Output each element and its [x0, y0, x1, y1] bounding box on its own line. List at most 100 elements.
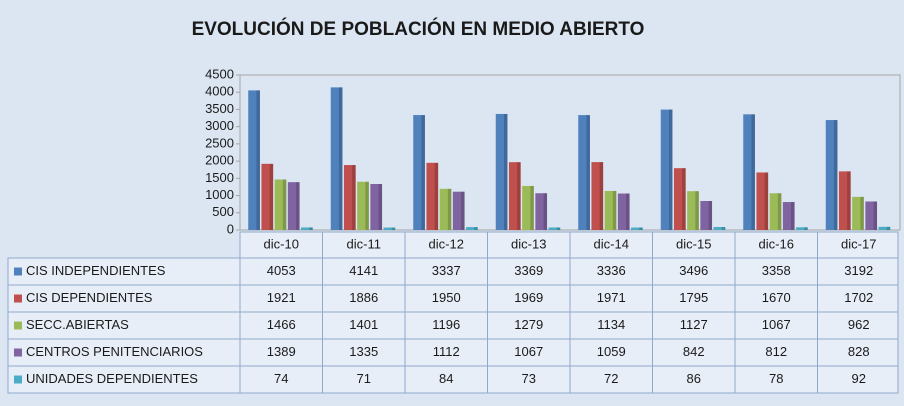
bar-shade — [751, 114, 755, 230]
bar — [495, 113, 508, 230]
bar-shade — [434, 162, 439, 230]
bar — [782, 202, 795, 230]
bar — [426, 162, 439, 230]
x-tick-label: dic-13 — [511, 236, 546, 251]
bar — [370, 184, 383, 230]
bar — [548, 227, 561, 230]
bar — [248, 90, 260, 230]
table-value: 72 — [604, 371, 618, 386]
legend-label: SECC.ABIERTAS — [26, 317, 129, 332]
table-value: 3496 — [679, 263, 708, 278]
bar — [631, 227, 643, 230]
bar-shade — [639, 227, 643, 230]
bar-shade — [612, 190, 617, 230]
table-value: 73 — [522, 371, 536, 386]
bar-shade — [556, 227, 561, 230]
table-value: 1196 — [432, 317, 460, 332]
bar-shade — [296, 182, 300, 230]
table-value: 1969 — [514, 290, 543, 305]
table-value: 1335 — [349, 344, 378, 359]
bar — [383, 227, 396, 230]
x-tick-label: dic-15 — [676, 236, 711, 251]
bar — [261, 163, 274, 230]
table-value: 962 — [848, 317, 870, 332]
bar-shade — [269, 163, 274, 230]
bar — [660, 109, 673, 230]
bar-shade — [421, 115, 425, 230]
legend-label: CENTROS PENITENCIARIOS — [26, 344, 203, 359]
x-tick-label: dic-17 — [841, 236, 876, 251]
bar — [287, 182, 300, 230]
table-value: 1886 — [349, 290, 378, 305]
bar — [825, 120, 838, 230]
table-value: 3192 — [844, 263, 873, 278]
bar-shade — [721, 227, 726, 230]
bar — [301, 227, 313, 230]
table-value: 3369 — [514, 263, 543, 278]
bar — [673, 168, 686, 230]
bar — [756, 172, 769, 230]
table-value: 3337 — [432, 263, 461, 278]
bar — [796, 227, 808, 230]
bar-shade — [777, 193, 782, 230]
table-value: 86 — [687, 371, 701, 386]
bar-shade — [860, 196, 864, 230]
y-tick-label: 500 — [212, 204, 234, 219]
legend-swatch — [14, 375, 22, 384]
bar — [452, 191, 465, 230]
legend-label: CIS DEPENDIENTES — [26, 290, 153, 305]
y-tick-label: 1500 — [205, 170, 234, 185]
table-value: 71 — [357, 371, 371, 386]
table-value: 1279 — [514, 317, 543, 332]
bar — [687, 191, 699, 230]
table-value: 1795 — [679, 290, 708, 305]
table-value: 842 — [683, 344, 705, 359]
bar-shade — [708, 200, 713, 230]
y-tick-label: 3500 — [205, 101, 234, 116]
table-value: 1670 — [762, 290, 791, 305]
bar — [604, 190, 617, 230]
bar — [439, 188, 452, 230]
bar-shade — [764, 172, 769, 230]
y-tick-label: 3000 — [205, 118, 234, 133]
bar — [617, 193, 630, 230]
y-tick-label: 4500 — [205, 66, 234, 81]
bar-shade — [461, 191, 465, 230]
y-tick-label: 1000 — [205, 187, 234, 202]
y-tick-label: 4000 — [205, 84, 234, 99]
bar-shade — [503, 113, 508, 230]
bar-shade — [352, 165, 356, 230]
bar — [578, 115, 590, 230]
bar-shade — [517, 162, 521, 230]
table-value: 84 — [439, 371, 453, 386]
bar — [743, 114, 755, 230]
bar — [700, 200, 713, 230]
legend-label: CIS INDEPENDIENTES — [26, 263, 166, 278]
table-value: 4053 — [267, 263, 296, 278]
bar — [522, 185, 534, 230]
bar-shade — [338, 87, 343, 230]
table-value: 3358 — [762, 263, 791, 278]
bar-shade — [256, 90, 260, 230]
bar — [713, 227, 726, 230]
table-value: 1401 — [349, 317, 378, 332]
bar-shade — [474, 227, 478, 230]
bar-shade — [626, 193, 630, 230]
table-value: 828 — [848, 344, 870, 359]
bar-shade — [365, 181, 369, 230]
bar — [865, 201, 878, 230]
table-value: 1134 — [597, 317, 625, 332]
bar-shade — [543, 193, 548, 230]
y-tick-label: 0 — [227, 221, 234, 236]
y-tick-label: 2500 — [205, 135, 234, 150]
bar-shade — [847, 171, 851, 230]
y-tick-label: 2000 — [205, 153, 234, 168]
bar — [274, 179, 287, 230]
bar-shade — [378, 184, 383, 230]
bar-shade — [873, 201, 878, 230]
bar — [769, 193, 782, 230]
bar-shade — [586, 115, 590, 230]
bar-shade — [530, 185, 534, 230]
bar-shade — [886, 226, 891, 230]
